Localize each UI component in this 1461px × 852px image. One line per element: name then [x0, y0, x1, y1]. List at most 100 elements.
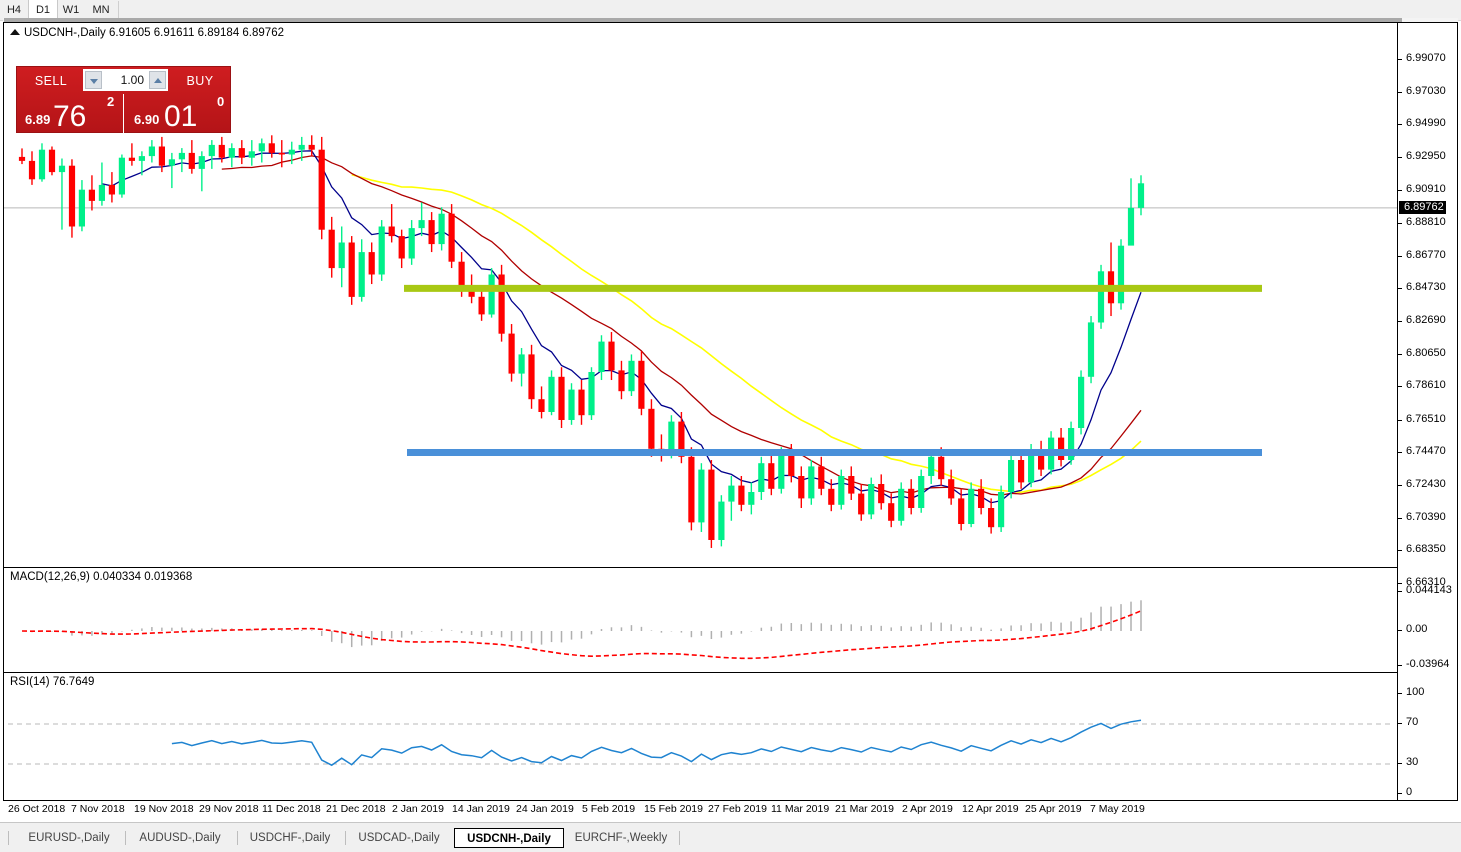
date-axis-label: 25 Apr 2019	[1025, 803, 1082, 815]
caret-up-icon[interactable]	[149, 71, 166, 89]
ask-price-big: 01	[164, 100, 198, 133]
one-click-trading-panel[interactable]: SELL 1.00 BUY 6.89 76 2 6.90 01	[16, 66, 232, 134]
price-scale-label: 6.70390	[1406, 510, 1446, 523]
volume-stepper[interactable]: 1.00	[83, 69, 168, 91]
rsi-scale-tick	[1398, 793, 1402, 794]
price-scale-label: 6.74470	[1406, 445, 1446, 458]
price-scale-tick	[1398, 485, 1402, 487]
chart-tab-eurchf[interactable]: EURCHF-,Weekly	[574, 832, 668, 844]
macd-scale-label: -0.03964	[1406, 658, 1450, 670]
price-scale-label: 6.92950	[1406, 149, 1446, 162]
price-scale-label: 6.97030	[1406, 84, 1446, 97]
price-scale-tick	[1398, 517, 1402, 519]
rsi-scale-label: 0	[1406, 786, 1413, 798]
macd-pane[interactable]: MACD(12,26,9) 0.040334 0.019368	[4, 567, 1457, 671]
price-scale-tick	[1398, 353, 1402, 355]
date-axis-label: 21 Mar 2019	[835, 803, 894, 815]
price-scale-tick	[1398, 550, 1402, 552]
current-price-label: 6.89762	[1399, 200, 1446, 214]
price-scale-label: 6.68350	[1406, 543, 1446, 556]
timeframe-mn[interactable]: MN	[92, 4, 110, 16]
date-axis-label: 2 Apr 2019	[902, 803, 953, 815]
tab-divider	[345, 831, 346, 845]
tab-divider	[237, 831, 238, 845]
caret-down-icon[interactable]	[85, 71, 102, 89]
timeframe-h4[interactable]: H4	[6, 4, 22, 16]
chart-frame: USDCNH-,Daily 6.91605 6.91611 6.89184 6.…	[3, 22, 1458, 801]
buy-button[interactable]: BUY	[186, 74, 214, 88]
ask-price[interactable]: 6.90 01 0	[124, 94, 232, 134]
date-axis-label: 29 Nov 2018	[199, 803, 259, 815]
price-scale-tick	[1398, 288, 1402, 290]
price-scale-tick	[1398, 59, 1402, 60]
price-scale-tick	[1398, 583, 1402, 584]
price-scale-label: 6.88810	[1406, 216, 1446, 229]
chart-tab-bar: EURUSD-,Daily AUDUSD-,Daily USDCHF-,Daily U…	[0, 822, 1461, 852]
price-scale-label: 6.72430	[1406, 478, 1446, 491]
bid-price-big: 76	[53, 100, 87, 133]
price-scale-label: 6.66310	[1406, 576, 1446, 588]
chart-title: USDCNH-,Daily 6.91605 6.91611 6.89184 6.…	[10, 27, 284, 39]
chart-hscrollbar-thumb[interactable]	[4, 18, 1402, 22]
macd-scale-tick	[1398, 591, 1402, 592]
price-scale-label: 6.82690	[1406, 314, 1446, 326]
rsi-canvas	[8, 719, 1393, 767]
macd-scale-tick	[1398, 665, 1402, 666]
price-scale-label: 6.80650	[1406, 346, 1446, 359]
price-scale-label: 6.76510	[1406, 412, 1446, 425]
panel-divider	[123, 94, 124, 134]
price-scale[interactable]: 6.99070 6.97030 6.94990 6.92950 6.90910 6.888…	[1397, 23, 1457, 800]
price-scale-tick	[1398, 124, 1402, 126]
price-scale-label: 6.78610	[1406, 379, 1446, 392]
one-click-trading-header: SELL 1.00 BUY	[17, 67, 232, 94]
price-scale-tick	[1398, 321, 1402, 322]
price-chart-canvas	[4, 135, 1397, 548]
price-scale-tick	[1398, 452, 1402, 454]
date-axis-label: 12 Apr 2019	[962, 803, 1019, 815]
macd-scale-label: 0.044143	[1406, 584, 1452, 596]
price-pane[interactable]: USDCNH-,Daily 6.91605 6.91611 6.89184 6.…	[4, 23, 1457, 566]
date-axis-label: 27 Feb 2019	[708, 803, 767, 815]
ask-price-fraction: 0	[217, 94, 225, 109]
date-axis-label: 21 Dec 2018	[326, 803, 386, 815]
timeframe-d1[interactable]: D1	[28, 0, 58, 20]
macd-scale-tick	[1398, 629, 1402, 631]
chart-title-text: USDCNH-,Daily 6.91605 6.91611 6.89184 6.…	[24, 27, 284, 39]
timeframe-w1[interactable]: W1	[62, 4, 80, 16]
date-axis-label: 7 Nov 2018	[71, 803, 125, 815]
date-axis: 26 Oct 2018 7 Nov 2018 19 Nov 2018 29 Nov 2…	[3, 801, 1458, 820]
date-axis-label: 11 Mar 2019	[771, 803, 830, 815]
chart-tab-usdchf[interactable]: USDCHF-,Daily	[249, 832, 331, 844]
chart-hscrollbar[interactable]	[3, 18, 1458, 22]
price-scale-label: 6.90910	[1406, 182, 1446, 195]
bid-price-fraction: 2	[107, 94, 115, 109]
date-axis-label: 5 Feb 2019	[582, 803, 636, 815]
sell-button[interactable]: SELL	[34, 74, 68, 88]
price-scale-tick	[1398, 223, 1402, 225]
macd-title: MACD(12,26,9) 0.040334 0.019368	[10, 571, 193, 583]
price-scale-label: 6.86770	[1406, 248, 1446, 261]
price-scale-tick	[1398, 255, 1402, 257]
volume-input[interactable]: 1.00	[120, 73, 144, 87]
date-axis-label: 2 Jan 2019	[392, 803, 444, 815]
price-scale-label: 6.94990	[1406, 117, 1446, 130]
price-scale-tick	[1398, 91, 1402, 93]
collapse-triangle-icon[interactable]	[10, 29, 20, 35]
ask-price-base: 6.90	[134, 112, 160, 127]
chart-tab-usdcnh[interactable]: USDCNH-,Daily	[454, 828, 564, 848]
rsi-pane[interactable]: RSI(14) 76.7649	[4, 672, 1457, 800]
macd-canvas	[21, 600, 1142, 660]
date-axis-label: 15 Feb 2019	[644, 803, 703, 815]
date-axis-label: 14 Jan 2019	[452, 803, 510, 815]
bid-price[interactable]: 6.89 76 2	[17, 94, 123, 134]
chart-tab-eurusd[interactable]: EURUSD-,Daily	[28, 832, 110, 844]
toolbar-divider	[118, 1, 119, 19]
bid-price-base: 6.89	[25, 112, 51, 127]
rsi-title: RSI(14) 76.7649	[10, 676, 95, 688]
date-axis-label: 24 Jan 2019	[516, 803, 574, 815]
chart-tab-usdcad[interactable]: USDCAD-,Daily	[358, 832, 440, 844]
chart-tab-audusd[interactable]: AUDUSD-,Daily	[139, 832, 221, 844]
tab-divider	[8, 831, 9, 845]
tab-divider	[679, 831, 680, 845]
